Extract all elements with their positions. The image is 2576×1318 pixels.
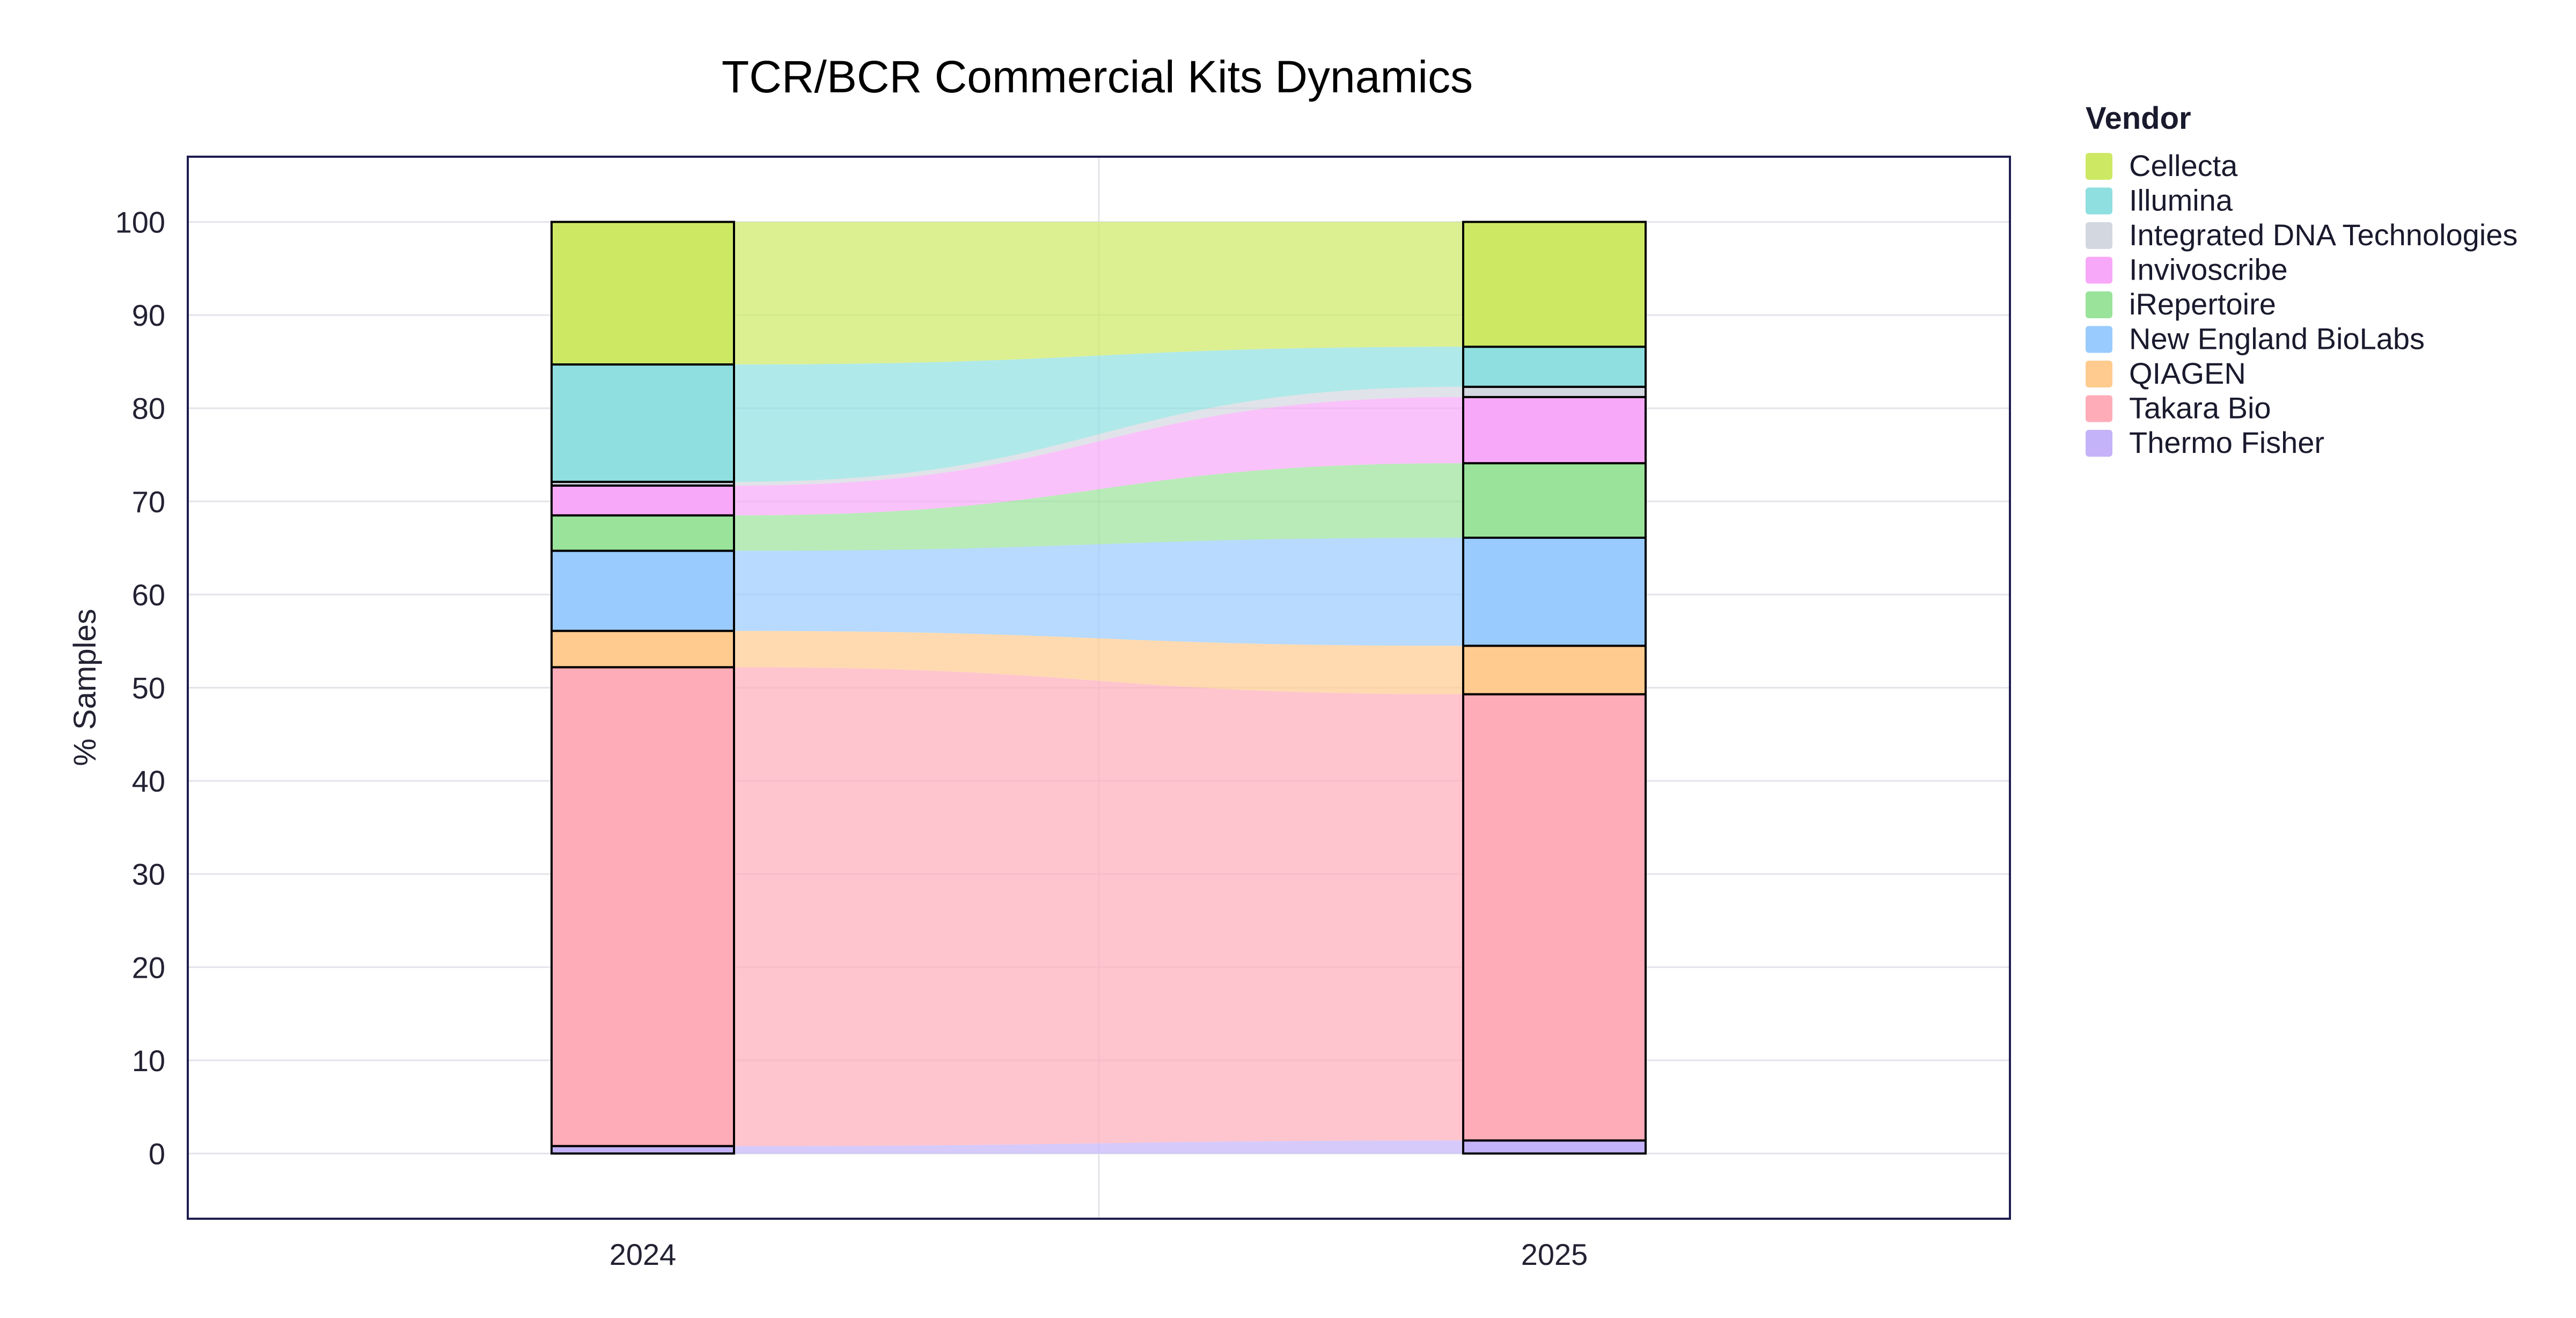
legend-item-label[interactable]: Illumina bbox=[2129, 184, 2233, 217]
y-axis-label: % Samples bbox=[68, 609, 102, 766]
legend-swatch bbox=[2086, 257, 2112, 284]
bar-segment-2024-new-england-biolabs[interactable] bbox=[551, 550, 735, 632]
legend-swatch bbox=[2086, 430, 2112, 457]
y-tick-label: 30 bbox=[132, 858, 165, 891]
y-tick-label: 50 bbox=[132, 671, 165, 705]
y-tick-label: 0 bbox=[149, 1137, 165, 1170]
x-tick-label: 2024 bbox=[610, 1238, 677, 1271]
bar-segment-2025-cellecta[interactable] bbox=[1462, 221, 1647, 348]
bar-segment-2025-illumina[interactable] bbox=[1462, 346, 1647, 388]
legend-item-label[interactable]: Takara Bio bbox=[2129, 391, 2271, 425]
y-tick-label: 20 bbox=[132, 950, 165, 984]
bar-segment-2025-invivoscribe[interactable] bbox=[1462, 396, 1647, 465]
legend-swatch bbox=[2086, 222, 2112, 249]
y-tick-label: 100 bbox=[115, 206, 165, 239]
flow-new-england-biolabs bbox=[734, 538, 1463, 646]
bar-segment-2024-qiagen[interactable] bbox=[551, 629, 735, 669]
legend-item-label[interactable]: Cellecta bbox=[2129, 149, 2238, 182]
bar-segment-2024-illumina[interactable] bbox=[551, 363, 735, 483]
legend-swatch bbox=[2086, 291, 2112, 318]
legend-item-label[interactable]: Thermo Fisher bbox=[2129, 426, 2324, 459]
bar-segment-2025-qiagen[interactable] bbox=[1462, 645, 1647, 695]
y-tick-label: 90 bbox=[132, 298, 165, 332]
bar-segment-2025-irepertoire[interactable] bbox=[1462, 462, 1647, 539]
flow-invivoscribe bbox=[734, 397, 1463, 516]
flows bbox=[734, 222, 1463, 1154]
bar-segment-2024-takara-bio[interactable] bbox=[551, 666, 735, 1147]
legend-item-label[interactable]: New England BioLabs bbox=[2129, 322, 2425, 356]
y-tick-label: 10 bbox=[132, 1044, 165, 1078]
y-tick-label: 60 bbox=[132, 578, 165, 612]
y-tick-label: 70 bbox=[132, 485, 165, 518]
legend-swatch bbox=[2086, 395, 2112, 422]
flow-cellecta bbox=[734, 222, 1463, 365]
legend-item-label[interactable]: iRepertoire bbox=[2129, 287, 2276, 321]
bar-segment-2025-takara-bio[interactable] bbox=[1462, 693, 1647, 1142]
legend-swatch bbox=[2086, 187, 2112, 215]
bar-segment-2025-thermo-fisher[interactable] bbox=[1462, 1139, 1647, 1155]
x-axis-ticks: 2024 2025 bbox=[610, 1238, 1588, 1271]
bar-segment-2025-integrated-dna-technologies[interactable] bbox=[1462, 385, 1647, 398]
bars bbox=[551, 221, 1647, 1155]
x-tick-label: 2025 bbox=[1521, 1238, 1588, 1271]
flow-illumina bbox=[734, 347, 1463, 482]
bar-segment-2025-new-england-biolabs[interactable] bbox=[1462, 537, 1647, 647]
plot-frame bbox=[187, 156, 2011, 1220]
legend-swatch bbox=[2086, 326, 2112, 353]
bar-segment-2024-thermo-fisher[interactable] bbox=[551, 1145, 735, 1155]
y-tick-label: 80 bbox=[132, 392, 165, 426]
y-axis-ticks: 0 10 20 30 40 50 60 70 80 90 100 bbox=[115, 206, 165, 1171]
bar-segment-2024-cellecta[interactable] bbox=[551, 221, 735, 366]
chart-title: TCR/BCR Commercial Kits Dynamics bbox=[722, 52, 1473, 102]
legend-item-label[interactable]: QIAGEN bbox=[2129, 356, 2246, 390]
bar-segment-2024-irepertoire[interactable] bbox=[551, 514, 735, 552]
flow-qiagen bbox=[734, 631, 1463, 694]
flow-thermo-fisher bbox=[734, 1140, 1463, 1154]
legend-swatch bbox=[2086, 153, 2112, 180]
legend-title: Vendor bbox=[2086, 101, 2191, 136]
flow-irepertoire bbox=[734, 463, 1463, 551]
legend-item-label[interactable]: Integrated DNA Technologies bbox=[2129, 218, 2518, 252]
legend-swatch bbox=[2086, 361, 2112, 387]
legend-item-label[interactable]: Invivoscribe bbox=[2129, 253, 2288, 287]
y-tick-label: 40 bbox=[132, 764, 165, 798]
bar-segment-2024-invivoscribe[interactable] bbox=[551, 484, 735, 517]
flow-takara-bio bbox=[734, 667, 1463, 1146]
plot-area bbox=[187, 156, 2011, 1220]
flow-integrated-dna-technologies bbox=[734, 386, 1463, 486]
